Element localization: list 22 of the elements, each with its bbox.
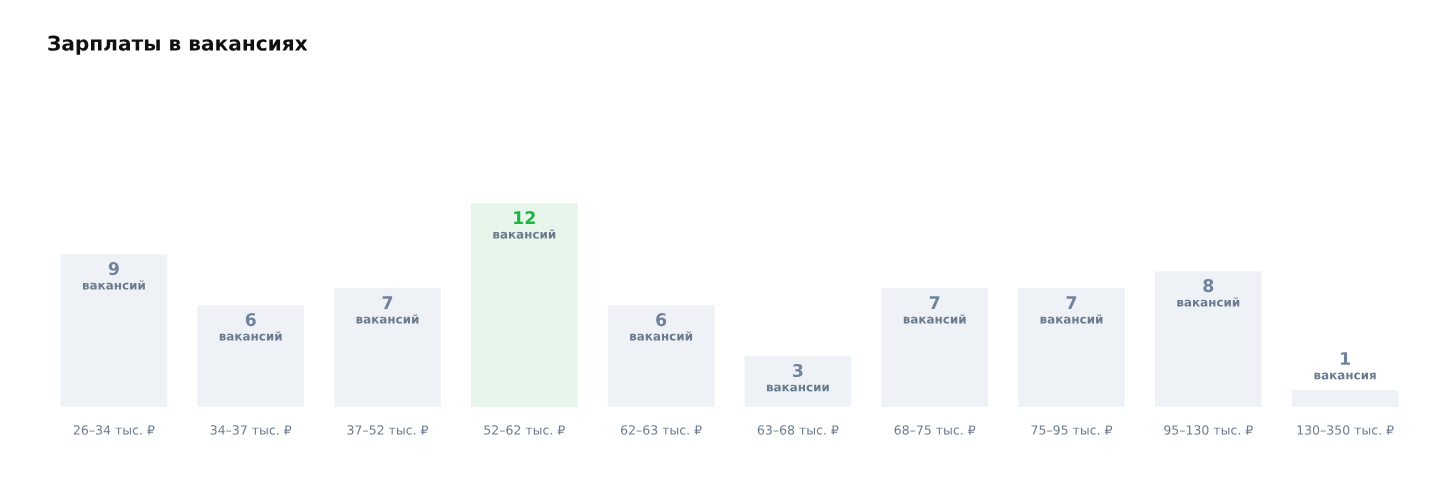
x-tick-label: 75–95 тыс. ₽ [1031, 425, 1113, 435]
data-label: 8 вакансий [1177, 279, 1240, 307]
x-tick-label: 68–75 тыс. ₽ [894, 425, 976, 435]
data-label: 7 вакансий [1040, 296, 1103, 324]
x-tick-label: 34–37 тыс. ₽ [210, 425, 292, 435]
data-label: 6 вакансий [630, 313, 693, 341]
data-label: 7 вакансий [356, 296, 419, 324]
x-tick-label: 52–62 тыс. ₽ [484, 425, 565, 435]
data-label: 6 вакансий [219, 313, 282, 341]
data-label: 3 вакансии [766, 363, 829, 392]
x-tick-label: 130–350 тыс. ₽ [1297, 425, 1394, 435]
x-tick-label: 26–34 тыс. ₽ [73, 425, 155, 435]
x-tick-label: 95–130 тыс. ₽ [1164, 425, 1253, 435]
data-label: 9 вакансий [82, 262, 145, 290]
data-label: 7 вакансий [903, 296, 966, 324]
x-tick-label: 37–52 тыс. ₽ [347, 425, 429, 435]
x-tick-label: 62–63 тыс. ₽ [620, 425, 702, 435]
x-tick-label: 63–68 тыс. ₽ [757, 425, 839, 435]
chart-title: Зарплаты в вакансиях [48, 35, 308, 55]
bar [470, 203, 578, 407]
data-label: 1 вакансия [1314, 352, 1376, 380]
data-label: 12 вакансий [493, 211, 556, 239]
